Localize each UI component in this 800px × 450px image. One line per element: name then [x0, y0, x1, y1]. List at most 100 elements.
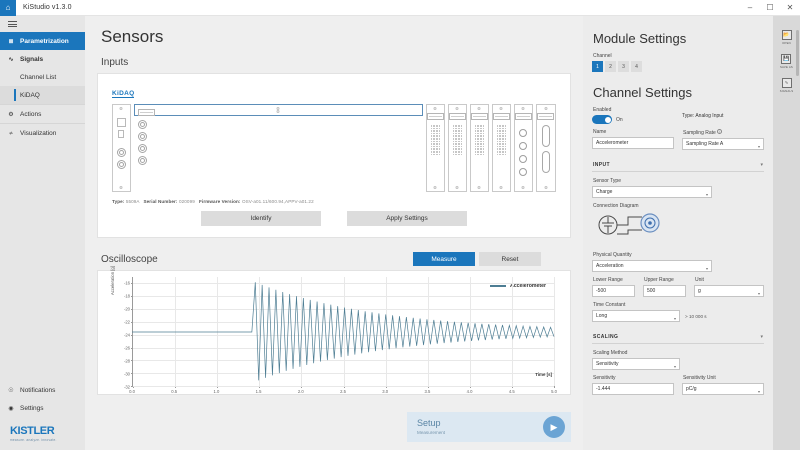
pin-array-icon: [496, 125, 507, 156]
chart-xtick-label: 4.0: [466, 389, 473, 394]
input-section-label: INPUT: [593, 162, 610, 168]
measure-button[interactable]: Measure: [413, 252, 475, 266]
chart-xtick-mark: [301, 386, 303, 388]
rack-module[interactable]: [425, 104, 445, 192]
enabled-label: Enabled: [593, 107, 612, 113]
chart-ytick-mark: [131, 386, 133, 387]
name-label: Name: [593, 129, 607, 135]
rack-module[interactable]: [447, 104, 467, 192]
channel-chip-4[interactable]: 4: [631, 61, 642, 72]
sidebar-item-parametrization[interactable]: ≣ Parametrization: [0, 32, 85, 50]
chart-gridline-v: [217, 277, 219, 386]
sidebar-item-label: Notifications: [20, 386, 56, 394]
minimize-button[interactable]: –: [747, 3, 753, 12]
toolbar-signals[interactable]: ∿ SIGNALS: [780, 78, 794, 93]
scaling-section-header[interactable]: SCALING ▾: [592, 329, 764, 344]
connector-icon: [519, 155, 528, 163]
channel-selector: 1 2 3 4: [592, 61, 764, 72]
sidebar-item-notifications[interactable]: ☉ Notifications: [0, 381, 85, 399]
home-icon[interactable]: ⌂: [0, 0, 16, 16]
input-section-header[interactable]: INPUT ▾: [592, 157, 764, 172]
rack-module-selected[interactable]: [133, 104, 423, 165]
sensitivity-input[interactable]: -1.444: [592, 383, 674, 395]
sensitivity-unit-value: pC/g: [686, 386, 697, 392]
channel-chip-3[interactable]: 3: [618, 61, 629, 72]
inputs-button-row: Identify Apply Settings: [108, 211, 560, 229]
module-header-connector: [492, 113, 510, 120]
scaling-method-value: Sensitivity: [596, 361, 619, 367]
name-input[interactable]: Accelerometer: [592, 137, 674, 149]
oscilloscope-chart-card: Accelerometer Acceleration [g] Time [s] …: [97, 266, 571, 395]
range-unit-row: Lower Range -500 Upper Range 500 Unit g …: [592, 277, 764, 297]
identify-button[interactable]: Identify: [201, 211, 321, 226]
channel-chip-2[interactable]: 2: [605, 61, 616, 72]
chevron-down-icon[interactable]: ▾: [760, 334, 763, 340]
right-toolbar: 📂 OPEN 💾 SAVE AS ∿ SIGNALS: [773, 16, 800, 450]
sidebar-item-visualization[interactable]: ≁ Visualization: [0, 124, 85, 142]
play-icon[interactable]: ▶: [543, 416, 565, 438]
rack-module[interactable]: [469, 104, 489, 192]
scaling-method-select[interactable]: Sensitivity ▾: [592, 358, 680, 370]
sidebar-item-settings[interactable]: ◉ Settings: [0, 399, 85, 417]
maximize-button[interactable]: ☐: [766, 3, 774, 12]
sensor-type-select[interactable]: Charge ▾: [592, 186, 712, 198]
upper-range-input[interactable]: 500: [643, 285, 686, 297]
reset-button[interactable]: Reset: [479, 252, 541, 266]
setup-measurement-bar[interactable]: Setup Measurement ▶: [407, 412, 571, 442]
sampling-rate-select[interactable]: Sampling Rate A ▾: [682, 138, 764, 150]
setup-title: Setup: [417, 418, 441, 429]
screw-icon: [499, 186, 503, 189]
enabled-type-row: Enabled On Type: Analog Input: [592, 107, 764, 124]
rack-module[interactable]: [491, 104, 511, 192]
chart-gridline-v: [427, 277, 429, 386]
screw-icon: [455, 186, 459, 189]
sidebar-item-label: Actions: [20, 110, 42, 118]
rack-module-dsub[interactable]: [535, 104, 556, 192]
close-button[interactable]: ✕: [786, 3, 794, 12]
setup-subtitle: Measurement: [417, 429, 446, 435]
sidebar-item-channel-list[interactable]: Channel List: [0, 68, 85, 86]
name-field: Name Accelerometer: [592, 129, 674, 150]
sampling-rate-field: Sampling Rate i Sampling Rate A ▾: [682, 129, 764, 150]
channel-chip-1[interactable]: 1: [592, 61, 603, 72]
chart-xtick-label: 0.0: [129, 389, 135, 394]
chart-xtick-mark: [511, 386, 513, 388]
unit-select[interactable]: g ▾: [694, 285, 764, 297]
sidebar-item-signals[interactable]: ∿ Signals: [0, 50, 85, 68]
physical-quantity-select[interactable]: Acceleration ▾: [592, 260, 712, 272]
sampling-rate-label: Sampling Rate i: [683, 129, 764, 136]
panel-scrollbar[interactable]: [796, 30, 799, 76]
toolbar-open[interactable]: 📂 OPEN: [781, 30, 792, 45]
channel-label: Channel: [593, 53, 612, 59]
chart-gridline-v: [385, 277, 387, 386]
chart-ytick-label: -20: [123, 306, 130, 312]
info-icon[interactable]: i: [717, 129, 723, 134]
rack-module-circles[interactable]: [513, 104, 533, 192]
device-label[interactable]: KiDAQ: [112, 90, 135, 98]
channel-settings-title: Channel Settings: [593, 85, 693, 100]
time-constant-select[interactable]: Long ▾: [592, 310, 680, 322]
sidebar-item-kidaq[interactable]: KiDAQ: [0, 86, 85, 104]
chevron-down-icon[interactable]: ▾: [760, 162, 763, 168]
unit-label: Unit: [695, 277, 704, 283]
toolbar-save-as[interactable]: 💾 SAVE AS: [780, 54, 793, 69]
sensitivity-unit-select[interactable]: pC/g ▾: [682, 383, 764, 395]
sidebar-item-label: KiDAQ: [20, 91, 40, 99]
chart-xtick-mark: [427, 386, 429, 388]
oscilloscope-title: Oscilloscope: [101, 253, 158, 265]
apply-settings-button[interactable]: Apply Settings: [347, 211, 467, 226]
rack-module-cpu[interactable]: [112, 104, 131, 192]
sidebar-item-actions[interactable]: ⚙ Actions: [0, 105, 85, 123]
chart-xtick-mark: [133, 386, 134, 388]
hamburger-icon[interactable]: [0, 16, 85, 32]
chevron-down-icon: ▾: [705, 266, 708, 271]
enabled-toggle[interactable]: [592, 115, 612, 124]
chart-plot-area[interactable]: Acceleration [g] Time [s] 0.0 0.5 1.0 1.5 2.…: [110, 266, 557, 394]
sidebar-divider: [0, 104, 85, 105]
waveform-icon: ≁: [8, 130, 14, 137]
chart-ytick-mark: [131, 334, 133, 336]
lower-range-input[interactable]: -500: [592, 285, 635, 297]
chevron-down-icon: ▾: [673, 316, 676, 321]
dsub-connector-icon: [541, 125, 550, 147]
